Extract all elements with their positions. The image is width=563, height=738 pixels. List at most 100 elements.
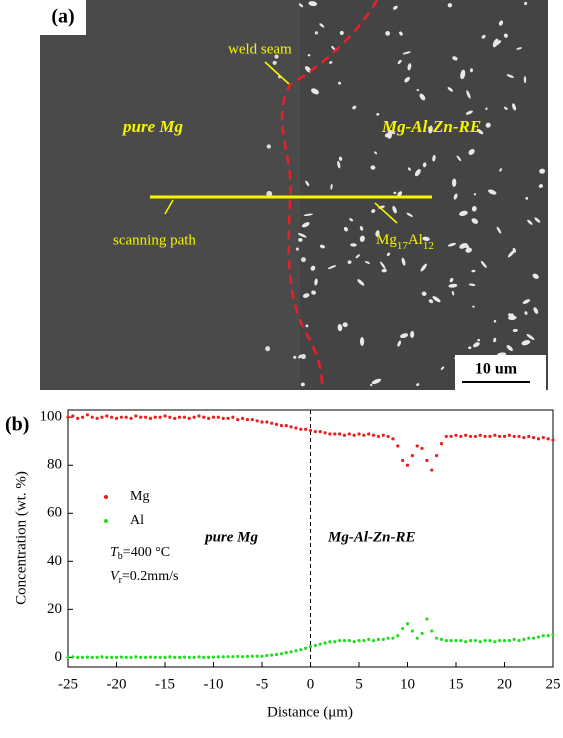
- data-point: [294, 649, 297, 652]
- data-point: [202, 416, 205, 419]
- y-axis-label: Concentration (wt. %): [13, 471, 29, 605]
- data-point: [474, 639, 477, 642]
- data-point: [343, 434, 346, 437]
- data-point: [387, 637, 390, 640]
- precipitate: [301, 354, 306, 359]
- data-point: [357, 432, 360, 435]
- data-point: [440, 442, 443, 445]
- data-point: [129, 417, 132, 420]
- data-point: [319, 643, 322, 646]
- data-point: [479, 640, 482, 643]
- region-label: Mg-Al-Zn-RE: [327, 529, 416, 545]
- legend-marker: [104, 495, 108, 499]
- micrograph: [40, 0, 548, 390]
- data-point: [493, 434, 496, 437]
- data-point: [396, 444, 399, 447]
- data-point: [260, 420, 263, 423]
- y-tick-label: 80: [47, 457, 62, 473]
- x-tick-label: 5: [355, 676, 363, 692]
- data-point: [479, 434, 482, 437]
- data-point: [411, 629, 414, 632]
- data-point: [372, 639, 375, 642]
- data-point: [551, 633, 554, 636]
- data-point: [193, 416, 196, 419]
- data-point: [396, 634, 399, 637]
- precipitate: [315, 31, 318, 34]
- data-point: [159, 656, 162, 659]
- legend-label: Al: [130, 513, 144, 528]
- data-point: [256, 419, 259, 422]
- data-point: [391, 437, 394, 440]
- region-label: pure Mg: [203, 529, 258, 545]
- data-point: [547, 634, 550, 637]
- data-point: [290, 650, 293, 653]
- data-point: [547, 437, 550, 440]
- x-tick-label: 0: [307, 676, 315, 692]
- data-point: [304, 647, 307, 650]
- data-point: [503, 639, 506, 642]
- data-point: [498, 639, 501, 642]
- data-point: [391, 637, 394, 640]
- data-point: [100, 655, 103, 658]
- data-point: [66, 656, 69, 659]
- data-point: [440, 638, 443, 641]
- data-point: [76, 417, 79, 420]
- data-point: [81, 416, 84, 419]
- data-point: [202, 656, 205, 659]
- x-tick-label: 15: [449, 676, 464, 692]
- data-point: [450, 435, 453, 438]
- precipitate: [464, 243, 467, 248]
- data-point: [168, 655, 171, 658]
- data-point: [110, 656, 113, 659]
- data-point: [251, 655, 254, 658]
- condition: Vr=0.2mm/s: [110, 569, 178, 586]
- data-point: [377, 638, 380, 641]
- legend-marker: [104, 519, 108, 523]
- data-point: [183, 416, 186, 419]
- data-point: [362, 434, 365, 437]
- data-point: [435, 637, 438, 640]
- data-point: [517, 639, 520, 642]
- data-point: [498, 435, 501, 438]
- data-point: [134, 655, 137, 658]
- scale-label: 10 um: [475, 361, 518, 378]
- data-point: [294, 426, 297, 429]
- data-point: [246, 655, 249, 658]
- data-point: [435, 454, 438, 457]
- data-point: [464, 640, 467, 643]
- data-point: [115, 656, 118, 659]
- data-point: [464, 434, 467, 437]
- data-point: [91, 416, 94, 419]
- data-point: [469, 435, 472, 438]
- x-tick-label: -25: [58, 676, 78, 692]
- data-point: [86, 413, 89, 416]
- data-point: [270, 653, 273, 656]
- data-point: [333, 640, 336, 643]
- data-point: [222, 417, 225, 420]
- data-point: [197, 655, 200, 658]
- micrograph-zone: [300, 0, 548, 390]
- x-tick-label: 20: [497, 676, 512, 692]
- data-point: [188, 417, 191, 420]
- data-point: [256, 655, 259, 658]
- data-point: [522, 436, 525, 439]
- data-point: [222, 655, 225, 658]
- data-point: [416, 637, 419, 640]
- page: (a) weld seam pure Mg Mg-Al-Zn-RE scanni…: [0, 0, 563, 738]
- x-tick-label: 25: [546, 676, 561, 692]
- data-point: [551, 438, 554, 441]
- data-point: [488, 639, 491, 642]
- data-point: [401, 459, 404, 462]
- data-point: [144, 656, 147, 659]
- data-point: [353, 434, 356, 437]
- phase-part: Mg: [376, 232, 397, 248]
- data-point: [454, 639, 457, 642]
- data-point: [367, 432, 370, 435]
- data-point: [159, 416, 162, 419]
- data-point: [488, 435, 491, 438]
- data-point: [154, 416, 157, 419]
- precipitate: [293, 356, 296, 359]
- data-point: [304, 428, 307, 431]
- data-point: [406, 622, 409, 625]
- data-point: [357, 639, 360, 642]
